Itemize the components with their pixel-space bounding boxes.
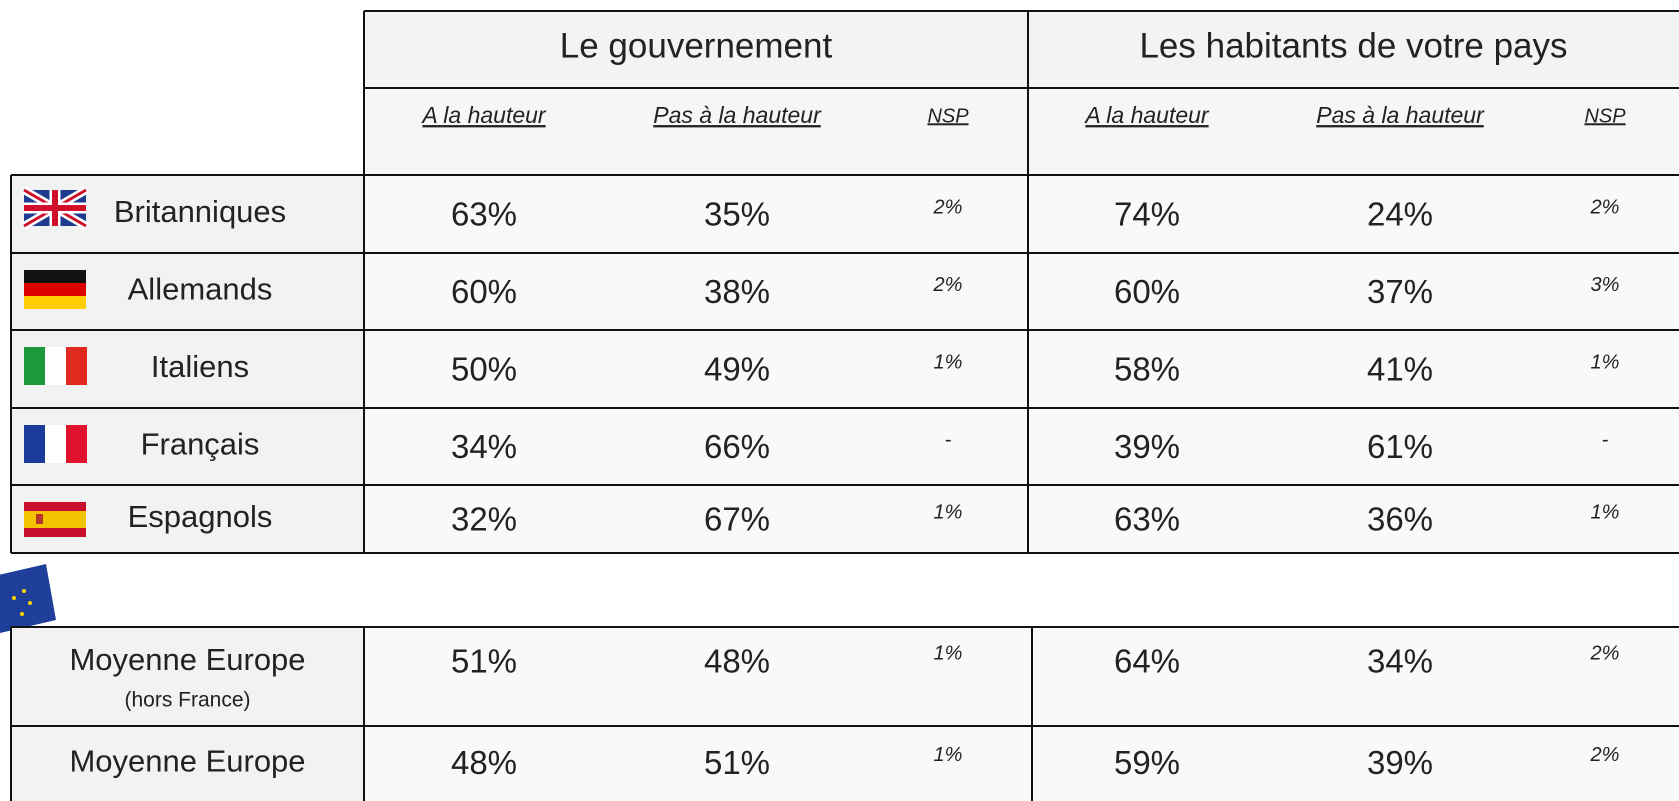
cell-value: 48% [704, 643, 770, 680]
cell-value: 48% [451, 744, 517, 781]
cell-value: 35% [704, 196, 770, 233]
label-cell [11, 726, 364, 801]
cell-value: 39% [1114, 428, 1180, 465]
flag-fr [66, 425, 87, 463]
cell-value: 1% [1591, 501, 1620, 523]
cell-value: 2% [933, 196, 963, 218]
flag [24, 270, 86, 309]
cell-value: 51% [704, 744, 770, 781]
data-cell [364, 408, 1679, 485]
cell-value: 2% [933, 274, 963, 296]
column-header: A la hauteur [1083, 102, 1210, 128]
cell-value: 58% [1114, 351, 1180, 388]
cell-value: 74% [1114, 196, 1180, 233]
row-note: (hors France) [124, 689, 250, 712]
column-header: NSP [927, 105, 969, 127]
cell-value: 61% [1367, 428, 1433, 465]
cell-value: 60% [1114, 273, 1180, 310]
cell-value: 1% [934, 744, 963, 766]
cell-value: 34% [1367, 643, 1433, 680]
cell-value: 1% [1591, 351, 1620, 373]
cell-value: 60% [451, 273, 517, 310]
row-label: Britanniques [114, 194, 286, 229]
flag [24, 347, 87, 385]
flag [24, 425, 87, 463]
group-title: Le gouvernement [560, 26, 833, 65]
column-header: Pas à la hauteur [653, 102, 822, 128]
cell-value: 64% [1114, 643, 1180, 680]
flag-es [36, 514, 43, 524]
cell-value: 24% [1367, 196, 1433, 233]
data-cell [364, 175, 1679, 253]
cell-value: 1% [934, 351, 963, 373]
cell-value: 32% [451, 501, 517, 538]
data-cell [364, 330, 1679, 408]
column-header: Pas à la hauteur [1316, 102, 1485, 128]
cell-value: 38% [704, 273, 770, 310]
row-label: Allemands [128, 272, 273, 307]
cell-value: 49% [704, 351, 770, 388]
cell-value: - [945, 429, 952, 451]
row-label: Espagnols [128, 499, 273, 534]
cell-value: 67% [704, 501, 770, 538]
cell-value: 41% [1367, 351, 1433, 388]
flag-uk [24, 190, 86, 226]
row-label: Moyenne Europe [69, 642, 305, 677]
row-label: Italiens [151, 349, 249, 384]
cell-value: 63% [451, 196, 517, 233]
cell-value: 1% [934, 642, 963, 664]
cell-value: 34% [451, 428, 517, 465]
flag-it [66, 347, 87, 385]
flag-it [24, 347, 45, 385]
data-cell [364, 485, 1679, 553]
flag-de [24, 283, 86, 296]
data-cell [364, 627, 1679, 726]
group-title: Les habitants de votre pays [1139, 26, 1567, 65]
cell-value: 50% [451, 351, 517, 388]
cell-value: 39% [1367, 744, 1433, 781]
cell-value: 37% [1367, 273, 1433, 310]
cell-value: 2% [1590, 196, 1620, 218]
flag [21, 186, 89, 230]
cell-value: 59% [1114, 744, 1180, 781]
cell-value: 63% [1114, 501, 1180, 538]
column-header: NSP [1584, 105, 1626, 127]
flag-de [24, 296, 86, 309]
cell-value: - [1602, 429, 1609, 451]
flag [24, 502, 86, 537]
column-header: A la hauteur [420, 102, 547, 128]
flag-fr [24, 425, 45, 463]
cell-value: 2% [1590, 642, 1620, 664]
data-cell [364, 253, 1679, 330]
flag-it [45, 347, 66, 385]
flag-de [24, 270, 86, 283]
cell-value: 36% [1367, 501, 1433, 538]
cell-value: 66% [704, 428, 770, 465]
header-bg [364, 11, 1679, 88]
flag-es [24, 511, 86, 528]
cell-value: 2% [1590, 744, 1620, 766]
label-cell [11, 627, 364, 726]
eu-flag [0, 564, 56, 633]
data-cell [364, 726, 1679, 801]
row-label: Français [141, 427, 260, 462]
cell-value: 1% [934, 501, 963, 523]
cell-value: 3% [1591, 274, 1620, 296]
flag-fr [45, 425, 66, 463]
row-label: Moyenne Europe [69, 744, 305, 779]
cell-value: 51% [451, 643, 517, 680]
